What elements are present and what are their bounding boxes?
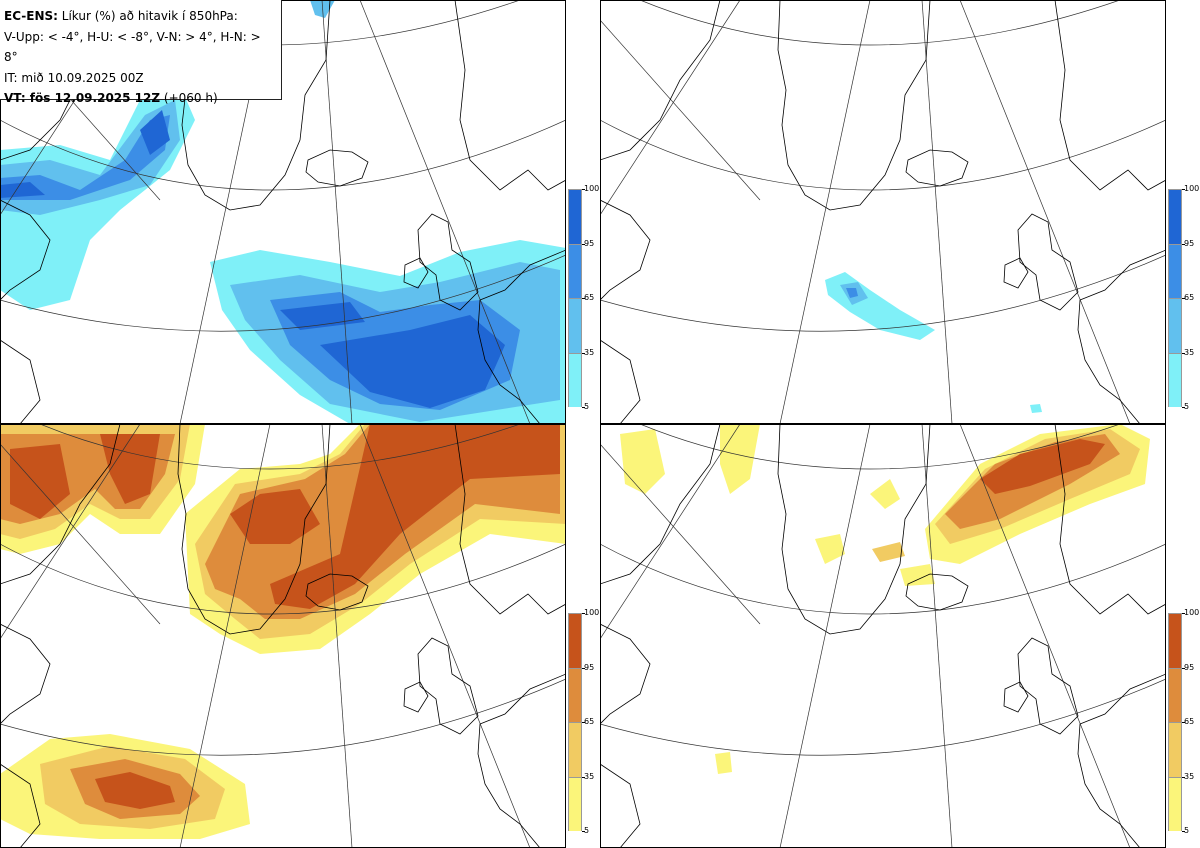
colorbar-segment: [1168, 722, 1182, 777]
map-panel-warm-strong: [600, 424, 1166, 848]
colorbar-segment: [1168, 243, 1182, 298]
colorbar-segment: [568, 613, 582, 668]
colorbar-segment: [1168, 189, 1182, 244]
colorbar-segment: [568, 298, 582, 353]
colorbar-tick-label: 65: [1184, 293, 1195, 302]
colorbar-segment: [1168, 667, 1182, 722]
colorbar-segment: [568, 722, 582, 777]
colorbar-tick-label: 5: [1184, 826, 1190, 835]
colorbar-tick-mark: [582, 667, 585, 669]
colorbar-tick-label: 35: [584, 771, 595, 781]
colorbar-segment: [568, 667, 582, 722]
map-canvas: [600, 0, 1166, 424]
title-box: EC-ENS: Líkur (%) að hitavik í 850hPa: V…: [0, 0, 282, 105]
colorbar-cold: 100 95 65 35 5: [568, 185, 599, 411]
probability-field: [825, 272, 1042, 413]
colorbar-tick-mark: [1182, 243, 1185, 245]
colorbar-tick-label: 35: [1184, 347, 1195, 357]
colorbar-tick-label: 65: [584, 717, 595, 726]
colorbar-tick-mark: [582, 243, 585, 245]
colorbar-tick-mark: [1182, 352, 1185, 354]
colorbar-tick-label: 100: [1184, 608, 1200, 617]
colorbar-tick-mark: [1182, 776, 1185, 778]
colorbar-warm: 100 95 65 35 5: [1168, 609, 1199, 835]
colorbar-tick-mark: [1182, 298, 1185, 299]
colorbar-tick-mark: [582, 613, 585, 614]
title-text: Líkur (%) að hitavik í 850hPa:: [61, 9, 238, 23]
colorbar-segment: [1168, 298, 1182, 353]
title-line: EC-ENS: Líkur (%) að hitavik í 850hPa:: [4, 6, 277, 27]
colorbar-tick-mark: [582, 407, 585, 408]
colorbar-cold: 100 95 65 35 5: [1168, 185, 1199, 411]
colorbar-tick-mark: [582, 298, 585, 299]
colorbar-tick-label: 35: [1184, 771, 1195, 781]
map-panel-warm-moderate: [0, 424, 566, 848]
colorbar-tick-label: 100: [584, 184, 600, 193]
map-panel-cold-moderate: EC-ENS: Líkur (%) að hitavik í 850hPa: V…: [0, 0, 566, 424]
colorbar-tick-label: 65: [584, 293, 595, 302]
colorbar-tick-label: 100: [584, 608, 600, 617]
colorbar-tick-label: 95: [1184, 238, 1195, 248]
colorbar-tick-mark: [582, 776, 585, 778]
probability-field: [620, 424, 1150, 774]
colorbar-tick-mark: [1182, 667, 1185, 669]
probability-field: [0, 424, 566, 839]
init-time: IT: mið 10.09.2025 00Z: [4, 70, 144, 85]
map-canvas: [0, 424, 566, 848]
colorbar-tick-label: 100: [1184, 184, 1200, 193]
colorbar-tick-mark: [582, 831, 585, 832]
colorbar-warm: 100 95 65 35 5: [568, 609, 599, 835]
colorbar-tick-label: 5: [584, 826, 590, 835]
colorbar-segment: [568, 189, 582, 244]
colorbar-tick-mark: [1182, 831, 1185, 832]
legend-line: V-Upp: < -4°, H-U: < -8°, V-N: > 4°, H-N…: [4, 29, 261, 65]
colorbar-tick-label: 95: [584, 238, 595, 248]
colorbar-segment: [1168, 352, 1182, 407]
map-panel-cold-strong: [600, 0, 1166, 424]
colorbar-segment: [1168, 613, 1182, 668]
colorbar-tick-label: 5: [584, 402, 590, 411]
map-canvas: [0, 0, 566, 424]
colorbar-tick-mark: [582, 189, 585, 190]
valid-time-line: VT: fös 12.09.2025 12Z (+060 h): [4, 88, 277, 109]
valid-time: VT: fös 12.09.2025 12Z: [4, 91, 161, 105]
colorbar-segment: [568, 776, 582, 831]
colorbar-tick-mark: [582, 722, 585, 723]
colorbar-tick-mark: [1182, 189, 1185, 190]
probability-field: [0, 0, 566, 424]
colorbar-tick-label: 35: [584, 347, 595, 357]
model-label: EC-ENS:: [4, 9, 58, 23]
colorbar-segment: [568, 352, 582, 407]
colorbar-tick-label: 65: [1184, 717, 1195, 726]
colorbar-tick-label: 5: [1184, 402, 1190, 411]
colorbar-tick-label: 95: [1184, 662, 1195, 672]
colorbar-segment: [1168, 776, 1182, 831]
colorbar-tick-label: 95: [584, 662, 595, 672]
colorbar-tick-mark: [582, 352, 585, 354]
valid-offset: (+060 h): [163, 91, 218, 105]
colorbar-segment: [568, 243, 582, 298]
map-canvas: [600, 424, 1166, 848]
colorbar-tick-mark: [1182, 407, 1185, 408]
colorbar-tick-mark: [1182, 722, 1185, 723]
colorbar-tick-mark: [1182, 613, 1185, 614]
